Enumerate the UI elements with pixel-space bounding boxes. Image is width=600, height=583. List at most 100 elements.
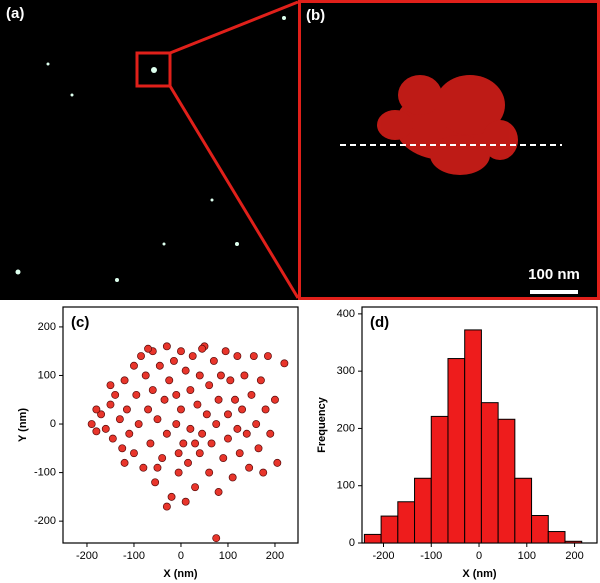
point xyxy=(181,366,190,375)
bar xyxy=(531,515,549,544)
point xyxy=(259,468,268,477)
point xyxy=(167,492,176,501)
point xyxy=(245,463,254,472)
x-tick-label: 100 xyxy=(518,550,536,562)
point xyxy=(174,468,183,477)
y-tick-label: 100 xyxy=(337,480,355,492)
bar xyxy=(397,501,416,544)
x-tick-label: 0 xyxy=(178,550,184,562)
point xyxy=(198,344,207,353)
point xyxy=(144,344,153,353)
point xyxy=(207,439,216,448)
panel-label: (a) xyxy=(6,5,24,22)
point xyxy=(242,429,251,438)
point xyxy=(115,415,124,424)
point xyxy=(134,420,143,428)
scale-label: 100 nm xyxy=(528,266,580,283)
point xyxy=(261,405,270,414)
y-tick-label: -200 xyxy=(34,515,56,527)
point xyxy=(162,429,171,438)
point xyxy=(214,488,223,496)
x-tick-label: -200 xyxy=(76,550,98,562)
point xyxy=(155,361,164,370)
y-tick-label: 300 xyxy=(337,365,355,377)
point xyxy=(202,410,211,419)
point xyxy=(160,395,169,404)
point xyxy=(106,400,115,409)
point xyxy=(92,427,101,436)
panel-label: (b) xyxy=(306,7,325,24)
x-tick-label: 0 xyxy=(476,550,482,562)
point xyxy=(111,390,120,399)
spots xyxy=(15,16,286,282)
point xyxy=(216,371,225,380)
point xyxy=(224,410,232,419)
point xyxy=(177,347,185,356)
point xyxy=(165,376,174,385)
panel-label: (c) xyxy=(71,314,89,331)
point xyxy=(252,420,261,428)
point xyxy=(193,400,202,409)
point xyxy=(273,458,282,467)
point xyxy=(191,483,200,492)
point xyxy=(228,473,237,482)
point xyxy=(238,405,247,414)
point xyxy=(181,497,190,506)
bar xyxy=(497,418,516,544)
x-tick-label: -200 xyxy=(372,550,394,562)
bar xyxy=(447,358,466,544)
point xyxy=(153,415,162,424)
point xyxy=(101,424,110,433)
point xyxy=(122,405,131,414)
point xyxy=(263,352,272,360)
bar xyxy=(547,531,566,544)
point xyxy=(184,458,192,467)
x-axis-title: X (nm) xyxy=(462,568,497,580)
point xyxy=(172,420,181,428)
point xyxy=(233,352,242,360)
y-tick-label: 100 xyxy=(38,369,56,381)
bar xyxy=(414,477,432,544)
point xyxy=(195,371,204,380)
y-tick-label: 0 xyxy=(50,418,56,430)
bar xyxy=(380,515,399,544)
point xyxy=(195,449,204,458)
point xyxy=(226,376,235,385)
point xyxy=(224,434,232,443)
point xyxy=(87,420,96,428)
x-tick-label: 200 xyxy=(565,550,583,562)
point xyxy=(162,342,171,351)
point xyxy=(198,429,207,438)
point xyxy=(205,381,214,390)
point xyxy=(144,405,153,414)
zoom-box xyxy=(135,51,172,88)
point xyxy=(130,449,138,458)
point xyxy=(158,454,167,462)
point xyxy=(231,395,239,404)
point xyxy=(153,463,162,472)
point xyxy=(256,376,265,385)
point xyxy=(141,371,150,380)
point xyxy=(139,463,148,472)
point xyxy=(120,376,129,385)
y-tick-label: 200 xyxy=(38,321,56,333)
x-axis-title: X (nm) xyxy=(163,568,198,580)
point xyxy=(120,458,129,467)
point xyxy=(209,356,218,365)
y-tick-label: -100 xyxy=(34,466,56,478)
point xyxy=(118,444,127,453)
y-axis-title: Y (nm) xyxy=(17,408,29,442)
x-tick-label: 200 xyxy=(266,550,284,562)
bar xyxy=(363,533,382,544)
point xyxy=(266,429,275,438)
point xyxy=(214,395,223,404)
point xyxy=(132,390,141,399)
y-axis-title: Frequency xyxy=(316,396,328,453)
point xyxy=(235,449,244,458)
point xyxy=(188,352,197,360)
point xyxy=(247,390,256,399)
zoom-line xyxy=(168,85,300,299)
bar xyxy=(514,477,533,544)
